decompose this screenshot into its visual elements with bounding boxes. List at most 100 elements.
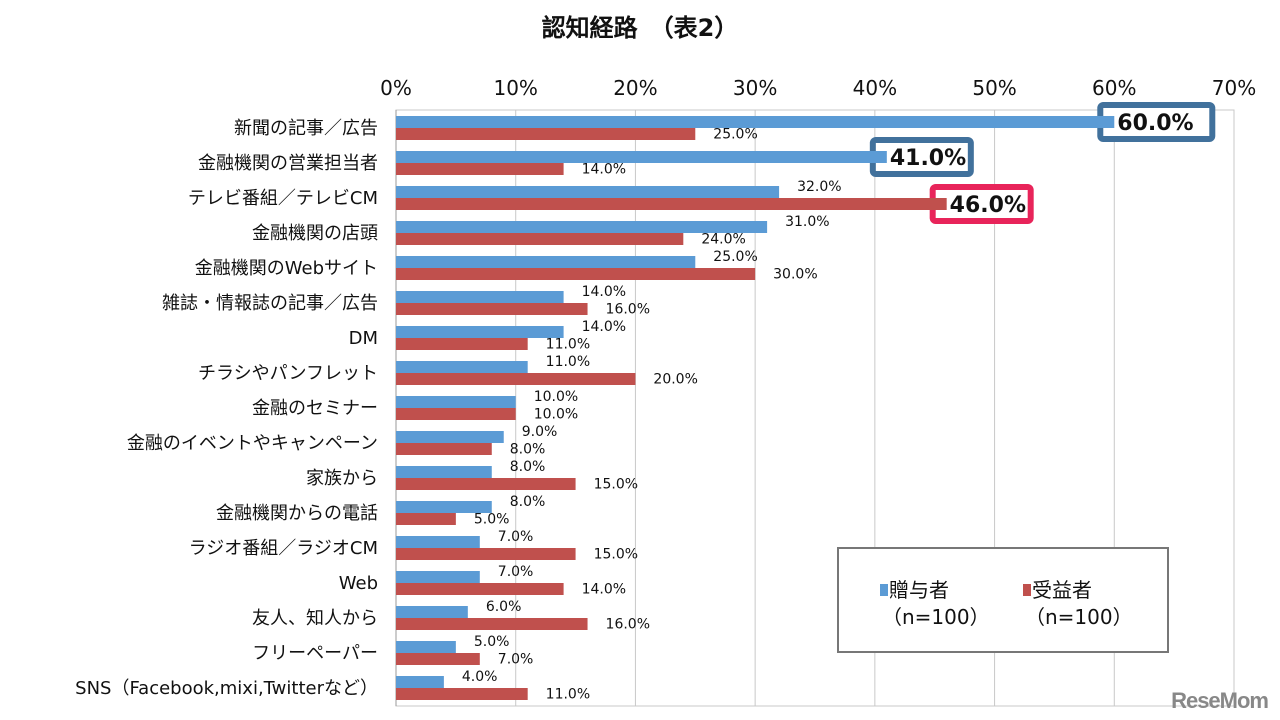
bar-recipient bbox=[396, 513, 456, 525]
bar-recipient bbox=[396, 338, 528, 350]
data-label: 14.0% bbox=[582, 284, 626, 300]
category-label: SNS（Facebook,mixi,Twitterなど） bbox=[75, 678, 378, 699]
data-label: 20.0% bbox=[653, 372, 697, 388]
data-label: 30.0% bbox=[773, 267, 817, 283]
data-label: 10.0% bbox=[534, 407, 578, 423]
bar-recipient bbox=[396, 303, 588, 315]
bar-donor bbox=[396, 571, 480, 583]
data-label: 6.0% bbox=[486, 599, 522, 615]
bar-donor bbox=[396, 606, 468, 618]
category-label: ラジオ番組／ラジオCM bbox=[189, 538, 378, 559]
bar-recipient bbox=[396, 128, 696, 140]
legend-sublabel: （n=100） bbox=[882, 605, 990, 629]
bar-donor bbox=[396, 536, 480, 548]
bar-recipient bbox=[396, 478, 576, 490]
data-label: 11.0% bbox=[546, 354, 590, 370]
legend-label: 受益者 bbox=[1032, 578, 1092, 602]
data-label: 7.0% bbox=[498, 652, 534, 668]
resemom-logo: ReseMom bbox=[1171, 688, 1269, 713]
category-label: チラシやパンフレット bbox=[198, 363, 378, 384]
bar-highlighted bbox=[396, 151, 887, 163]
bar-donor bbox=[396, 326, 564, 338]
legend-label: 贈与者 bbox=[889, 578, 949, 602]
bar-recipient bbox=[396, 688, 528, 700]
data-label: 7.0% bbox=[498, 564, 534, 580]
x-tick-label: 40% bbox=[853, 76, 897, 100]
data-label: 4.0% bbox=[462, 669, 498, 685]
category-label: 家族から bbox=[306, 468, 378, 489]
data-label: 16.0% bbox=[606, 302, 650, 318]
category-label: 金融機関からの電話 bbox=[216, 503, 378, 524]
bar-donor bbox=[396, 361, 528, 373]
x-tick-label: 50% bbox=[972, 76, 1016, 100]
data-label: 10.0% bbox=[534, 389, 578, 405]
legend-swatch bbox=[880, 584, 888, 596]
bar-donor bbox=[396, 466, 492, 478]
bar-donor bbox=[396, 676, 444, 688]
legend-box bbox=[837, 547, 1169, 653]
bar-recipient bbox=[396, 653, 480, 665]
data-label: 25.0% bbox=[713, 249, 757, 265]
x-tick-label: 30% bbox=[733, 76, 777, 100]
data-label: 8.0% bbox=[510, 442, 546, 458]
bar-donor bbox=[396, 221, 768, 233]
category-label: DM bbox=[349, 328, 378, 349]
bar-highlighted bbox=[396, 198, 947, 210]
bar-donor bbox=[396, 501, 492, 513]
category-label: テレビ番組／テレビCM bbox=[188, 188, 378, 209]
bar-recipient bbox=[396, 268, 756, 280]
category-label: 金融機関のWebサイト bbox=[195, 258, 378, 279]
bar-recipient bbox=[396, 373, 636, 385]
bar-recipient bbox=[396, 548, 576, 560]
x-tick-label: 20% bbox=[613, 76, 657, 100]
bar-donor bbox=[396, 291, 564, 303]
data-label: 15.0% bbox=[594, 477, 638, 493]
bar-recipient bbox=[396, 583, 564, 595]
bar-recipient bbox=[396, 618, 588, 630]
bar-donor bbox=[396, 396, 516, 408]
legend-swatch bbox=[1023, 584, 1031, 596]
data-label: 11.0% bbox=[546, 337, 590, 353]
data-label: 16.0% bbox=[606, 617, 650, 633]
bar-recipient bbox=[396, 233, 684, 245]
category-label: 金融のイベントやキャンペーン bbox=[127, 433, 378, 454]
category-label: 新聞の記事／広告 bbox=[234, 118, 378, 139]
category-label: 雑誌・情報誌の記事／広告 bbox=[162, 293, 378, 314]
data-label: 14.0% bbox=[582, 162, 626, 178]
data-label: 14.0% bbox=[582, 582, 626, 598]
legend-sublabel: （n=100） bbox=[1025, 605, 1133, 629]
data-label: 8.0% bbox=[510, 494, 546, 510]
data-label: 8.0% bbox=[510, 459, 546, 475]
data-label: 32.0% bbox=[797, 179, 841, 195]
bar-highlighted bbox=[396, 116, 1115, 128]
bar-recipient bbox=[396, 408, 516, 420]
category-label: 金融のセミナー bbox=[252, 398, 378, 419]
chart-title: 認知経路 （表2） bbox=[541, 14, 739, 42]
category-label: 金融機関の営業担当者 bbox=[198, 153, 378, 174]
category-label: 友人、知人から bbox=[252, 608, 378, 629]
category-label: 金融機関の店頭 bbox=[252, 223, 378, 244]
data-label: 24.0% bbox=[701, 232, 745, 248]
bar-donor bbox=[396, 641, 456, 653]
data-label: 15.0% bbox=[594, 547, 638, 563]
category-label: フリーペーパー bbox=[252, 643, 378, 664]
bar-donor bbox=[396, 186, 780, 198]
data-label: 25.0% bbox=[713, 127, 757, 143]
x-tick-label: 70% bbox=[1212, 76, 1256, 100]
bar-donor bbox=[396, 431, 504, 443]
data-label-highlighted: 60.0% bbox=[1117, 111, 1193, 136]
data-label: 31.0% bbox=[785, 214, 829, 230]
x-tick-label: 0% bbox=[380, 76, 412, 100]
bar-donor bbox=[396, 256, 696, 268]
data-label: 14.0% bbox=[582, 319, 626, 335]
data-label: 9.0% bbox=[522, 424, 558, 440]
bar-recipient bbox=[396, 163, 564, 175]
bar-recipient bbox=[396, 443, 492, 455]
data-label-highlighted: 46.0% bbox=[950, 193, 1026, 218]
x-tick-label: 60% bbox=[1092, 76, 1136, 100]
data-label: 7.0% bbox=[498, 529, 534, 545]
data-label-highlighted: 41.0% bbox=[890, 146, 966, 171]
data-label: 5.0% bbox=[474, 512, 510, 528]
category-label: Web bbox=[339, 573, 378, 594]
